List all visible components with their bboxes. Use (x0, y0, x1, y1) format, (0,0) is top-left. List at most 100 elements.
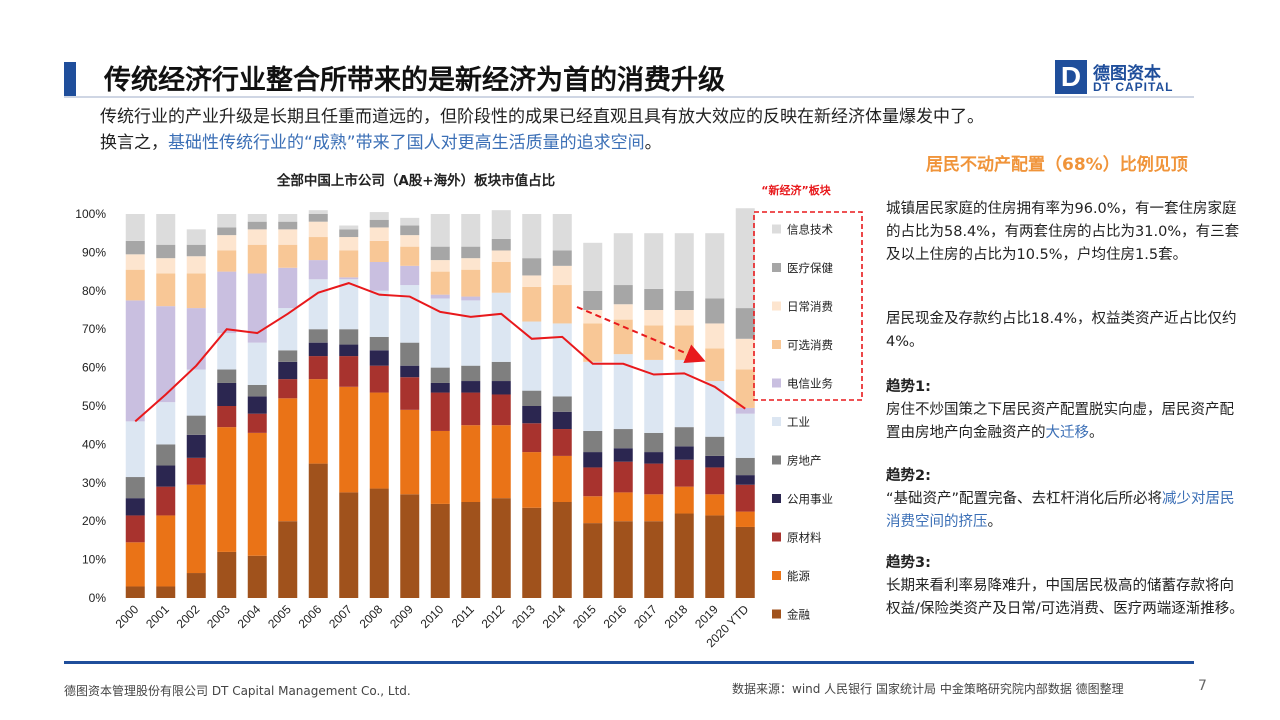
bar-segment (583, 430, 603, 453)
bar-segment (430, 294, 450, 299)
bar-segment (247, 432, 267, 556)
bar-segment (186, 256, 206, 274)
bar-segment (186, 244, 206, 257)
bar-segment (644, 521, 664, 598)
bar-segment (522, 390, 542, 406)
trend-2-highlight: 减少对居民消费空间的挤压 (886, 491, 1235, 530)
bar-segment (522, 275, 542, 287)
bar-segment (308, 329, 328, 343)
legend-label: 日常消费 (787, 300, 833, 314)
bar-segment (278, 221, 298, 230)
bar-segment (400, 285, 420, 343)
bar-segment (156, 214, 176, 245)
bar-segment (461, 392, 481, 426)
bar-segment (705, 494, 725, 516)
legend-swatch (772, 494, 781, 503)
bar-segment (125, 240, 145, 255)
x-tick-label: 2008 (357, 602, 386, 631)
bar-segment (217, 406, 237, 428)
bar-segment (247, 555, 267, 598)
logo-cn-text: 德图资本 (1093, 64, 1161, 84)
bar-segment (644, 359, 664, 433)
legend-swatch (772, 340, 781, 349)
bar-segment (552, 455, 572, 502)
bar-segment (400, 235, 420, 247)
bar-segment (308, 379, 328, 464)
bar-segment (125, 477, 145, 499)
bar-segment (278, 398, 298, 522)
bar-segment (308, 342, 328, 357)
intro-line-1: 传统行业的产业升级是长期且任重而道远的，但阶段性的成果已经直观且具有放大效应的反… (100, 107, 984, 127)
bar-segment (369, 365, 389, 393)
bar-segment (217, 333, 237, 370)
bar-segment (491, 425, 511, 499)
x-tick-label: 2006 (296, 602, 325, 631)
bar-segment (369, 212, 389, 220)
bar-segment (217, 214, 237, 228)
bar-segment (400, 365, 420, 378)
bar-segment (278, 361, 298, 380)
legend-label: 信息技术 (787, 223, 833, 237)
bar-segment (735, 338, 755, 370)
bar-segment (583, 361, 603, 431)
trend-3-text: 长期来看利率易降难升，中国居民极高的储蓄存款将向权益/保险类资产及日常/可选消费… (886, 578, 1244, 617)
legend-label: 金融 (787, 608, 810, 622)
bar-segment (278, 214, 298, 222)
intro-line-2-suffix: 。 (644, 133, 662, 153)
bar-segment (430, 382, 450, 393)
bar-segment (430, 260, 450, 272)
bar-segment (186, 229, 206, 245)
x-tick-label: 2004 (235, 602, 264, 631)
y-tick-label: 20% (82, 514, 106, 528)
bar-segment (339, 386, 359, 493)
bar-segment (156, 402, 176, 445)
bar-segment (247, 273, 267, 343)
bar-segment (613, 461, 633, 493)
bar-segment (491, 292, 511, 362)
bar-segment (369, 392, 389, 489)
bar-segment (400, 377, 420, 410)
bar-segment (705, 233, 725, 299)
intro-line-2: 换言之，基础性传统行业的“成熟”带来了国人对更高生活质量的追求空间。 (100, 130, 1210, 156)
y-tick-label: 70% (82, 322, 106, 336)
bar-segment (583, 452, 603, 468)
bar-segment (735, 457, 755, 476)
bar-segment (339, 279, 359, 330)
trend-2-title: 趋势2: (886, 468, 931, 484)
bar-segment (125, 300, 145, 422)
x-tick-label: 2014 (540, 602, 569, 631)
bar-segment (735, 413, 755, 458)
bar-segment (125, 269, 145, 301)
x-tick-label: 2013 (509, 602, 538, 631)
bar-segment (217, 227, 237, 236)
bar-segment (491, 498, 511, 598)
logo-mark: D (1055, 60, 1087, 94)
bar-segment (156, 273, 176, 307)
bar-segment (339, 237, 359, 251)
bar-segment (186, 484, 206, 574)
bar-segment (430, 246, 450, 261)
bar-segment (186, 415, 206, 435)
bar-segment (644, 494, 664, 522)
bar-segment (644, 288, 664, 310)
bar-segment (552, 396, 572, 412)
bar-segment (278, 379, 298, 399)
bar-segment (430, 430, 450, 504)
x-tick-label: 2010 (418, 602, 447, 631)
bar-segment (552, 411, 572, 430)
bar-segment (217, 271, 237, 334)
bar-segment (583, 496, 603, 524)
bar-segment (583, 310, 603, 324)
bar-segment (522, 423, 542, 453)
bar-segment (522, 406, 542, 424)
bar-segment (369, 290, 389, 337)
bar-segment (156, 306, 176, 403)
bar-segment (613, 429, 633, 449)
bar-segment (705, 381, 725, 437)
trend-2-text-b: 。 (987, 514, 1003, 530)
bar-segment (217, 235, 237, 251)
logo-en-text: DT CAPITAL (1093, 80, 1174, 94)
legend-swatch (772, 609, 781, 619)
bar-segment (461, 258, 481, 270)
bar-segment (735, 475, 755, 485)
